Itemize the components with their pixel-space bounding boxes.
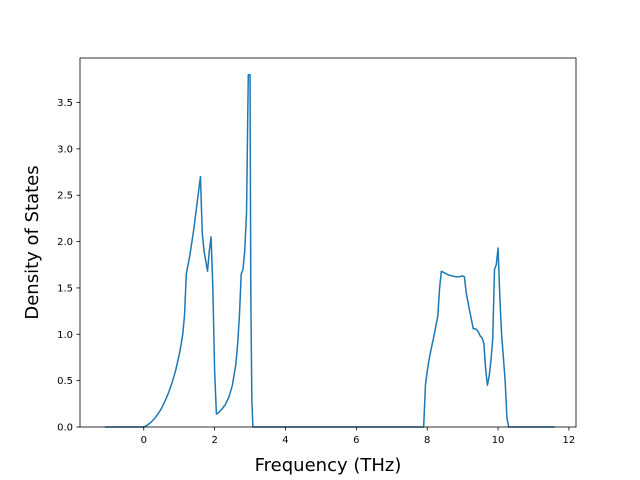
x-tick-label: 0	[141, 435, 147, 446]
series-layer	[104, 73, 555, 428]
x-axis-label: Frequency (THz)	[255, 455, 402, 476]
x-tick-label: 6	[353, 435, 359, 446]
y-tick-label: 2.5	[57, 191, 73, 202]
y-tick-label: 3.5	[57, 98, 73, 109]
x-tick-label: 2	[211, 435, 217, 446]
axes-frame	[79, 57, 577, 428]
tick-layer: 0 2 4 6 8 10 12 0.0 0.5 1.0 1.5 2.0 2.5 3.0 3.5	[57, 98, 575, 446]
y-tick-label: 1.5	[57, 283, 73, 294]
x-tick-label: 4	[282, 435, 288, 446]
x-tick-label: 8	[424, 435, 430, 446]
dos-series-line	[104, 73, 555, 428]
y-tick-label: 0.0	[57, 423, 73, 434]
y-tick-label: 3.0	[57, 144, 73, 155]
x-tick-label: 12	[563, 435, 576, 446]
y-tick-label: 1.0	[57, 330, 73, 341]
y-axis-label: Density of States	[22, 165, 43, 319]
y-tick-label: 2.0	[57, 237, 73, 248]
x-tick-label: 10	[492, 435, 505, 446]
y-tick-label: 0.5	[57, 376, 73, 387]
